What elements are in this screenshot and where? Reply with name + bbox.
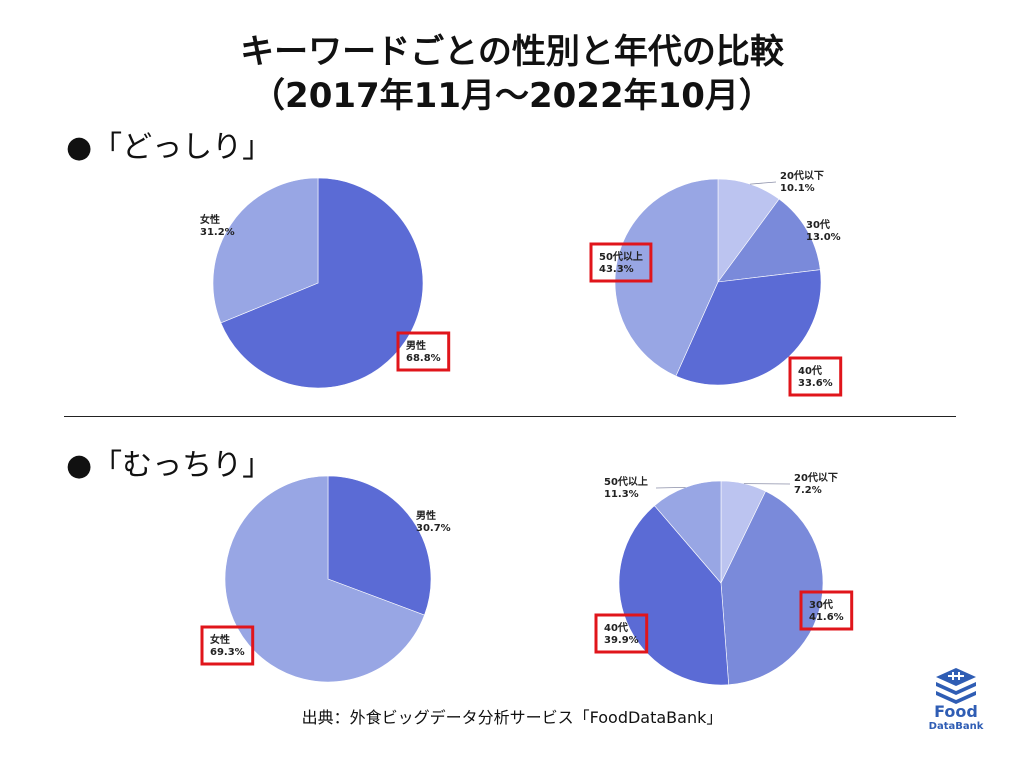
slice-label-age-30s: 30代 13.0%: [806, 218, 841, 243]
slice-category-age-50s-over: 50代以上: [599, 250, 643, 263]
pie-slice-age-30s: [720, 490, 824, 686]
slice-category-age-20s-under: 20代以下: [780, 169, 824, 182]
slice-category-female: 女性: [200, 213, 220, 226]
slice-label-male: 男性 30.7%: [416, 509, 451, 534]
pie-slice-male: [220, 177, 424, 389]
pie-chart-dosshiri-gender: 男性 68.8% 女性 31.2%: [200, 177, 451, 389]
slice-percent-age-30s: 41.6%: [809, 612, 844, 623]
pie-chart-mucchiri-gender: 男性 30.7% 女性 69.3%: [200, 475, 451, 683]
slice-percent-age-50s-over: 11.3%: [604, 489, 639, 500]
slice-percent-age-40s: 33.6%: [798, 378, 833, 389]
pie-slice-age-50s-over: [614, 178, 719, 377]
source-credit: 出典：外食ビッグデータ分析サービス「FoodDataBank」: [301, 708, 723, 727]
pie-slice-age-50s-over: [654, 480, 722, 584]
slice-percent-age-50s-over: 43.3%: [599, 264, 634, 275]
pie-chart-mucchiri-age: 20代以下 7.2% 30代 41.6% 40代 39.9% 50代以上 11.3%: [594, 471, 854, 686]
slice-category-age-20s-under: 20代以下: [794, 471, 838, 484]
pie-slice-female: [224, 475, 425, 683]
slice-percent-male: 30.7%: [416, 523, 451, 534]
pie-slice-female: [212, 177, 319, 324]
slice-label-age-50s-over: 50代以上 43.3%: [599, 250, 643, 275]
highlight-box-age-30s: [799, 590, 854, 631]
highlight-box-age-50s-over: [589, 242, 653, 283]
slice-percent-age-30s: 13.0%: [806, 232, 841, 243]
slice-label-age-20s-under: 20代以下 7.2%: [794, 471, 838, 496]
slice-percent-age-20s-under: 7.2%: [794, 485, 822, 496]
highlight-box-female: [200, 625, 255, 666]
slice-label-age-30s: 30代 41.6%: [809, 598, 844, 623]
logo-text-databank: DataBank: [928, 721, 984, 732]
pie-slice-age-30s: [717, 198, 821, 283]
section-label-mucchiri: ●「むっちり」: [66, 448, 273, 483]
slice-label-age-50s-over: 50代以上 11.3%: [604, 475, 648, 500]
highlight-box-male: [396, 331, 451, 372]
leader-line-age-20s-under: [750, 181, 777, 185]
slice-percent-age-40s: 39.9%: [604, 635, 639, 646]
slice-category-age-30s: 30代: [809, 598, 833, 611]
slice-category-female: 女性: [210, 633, 230, 646]
section-label-dosshiri: ●「どっしり」: [66, 130, 273, 165]
slice-category-age-40s: 40代: [798, 364, 822, 377]
slice-label-male: 男性 68.8%: [406, 339, 441, 364]
slice-label-female: 女性 31.2%: [200, 213, 235, 238]
slice-category-male: 男性: [416, 509, 436, 522]
highlight-box-age-40s: [788, 356, 843, 397]
highlight-box-age-40s: [594, 613, 649, 654]
logo-text-food: Food: [934, 702, 978, 721]
section-divider: [64, 416, 956, 417]
slice-category-age-50s-over: 50代以上: [604, 475, 648, 488]
pie-slice-age-40s: [675, 269, 822, 386]
slice-percent-male: 68.8%: [406, 353, 441, 364]
fooddatabank-logo: Food DataBank: [924, 666, 988, 736]
leader-line-age-50s-over: [655, 486, 686, 489]
slice-percent-age-20s-under: 10.1%: [780, 183, 815, 194]
page-subtitle-period: （2017年11月～2022年10月）: [251, 76, 773, 116]
slice-label-age-40s: 40代 39.9%: [604, 621, 639, 646]
slice-percent-female: 31.2%: [200, 227, 235, 238]
pie-slice-male: [327, 475, 432, 616]
page-title: キーワードごとの性別と年代の比較: [240, 32, 784, 72]
database-stack-icon: [936, 668, 976, 704]
slice-label-age-40s: 40代 33.6%: [798, 364, 833, 389]
slice-category-male: 男性: [406, 339, 426, 352]
slice-percent-female: 69.3%: [210, 647, 245, 658]
slice-label-female: 女性 69.3%: [210, 633, 245, 658]
pie-chart-dosshiri-age: 20代以下 10.1% 30代 13.0% 40代 33.6% 50代以上 43.3%: [589, 169, 843, 397]
slice-label-age-20s-under: 20代以下 10.1%: [780, 169, 824, 194]
slice-category-age-30s: 30代: [806, 218, 830, 231]
slice-category-age-40s: 40代: [604, 621, 628, 634]
